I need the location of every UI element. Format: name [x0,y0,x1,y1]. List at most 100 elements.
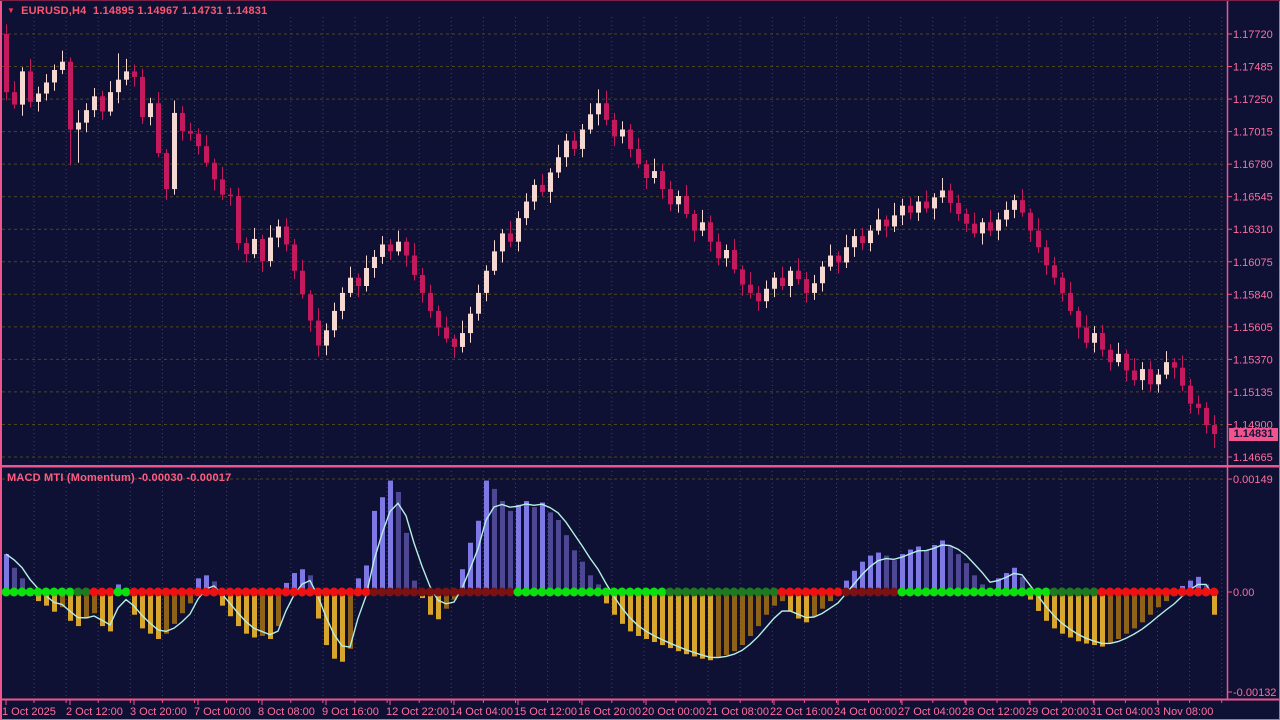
signal-dot [1201,587,1211,597]
trend-dot-row [1,587,1219,597]
macd-bar [1068,592,1073,638]
signal-dot [329,587,339,597]
signal-dot [697,587,707,597]
macd-bar [1212,592,1217,615]
signal-dot [801,587,811,597]
price-axis[interactable]: 1.17720 1.17485 1.17250 1.17015 1.16780 1.165… [1227,29,1273,464]
candle [860,236,865,244]
signal-dot [833,587,843,597]
signal-dot [793,587,803,597]
candle [172,112,177,190]
signal-dot [1121,587,1131,597]
chart-marker-icon[interactable]: ▼ [7,6,16,15]
macd-bar [292,573,297,592]
signal-dot [449,587,459,597]
signal-dot [689,587,699,597]
candle [468,313,473,334]
macd-bar [492,488,497,592]
macd-bar [644,592,649,639]
price-axis-label: 1.16545 [1233,192,1273,204]
time-axis-label: 3 Nov 08:00 [1154,706,1213,718]
signal-dot [985,587,995,597]
candle [868,230,873,244]
candlestick-series [4,24,1217,448]
candle [148,103,153,118]
candle [396,241,401,252]
macd-bar [412,580,417,592]
macd-bar [612,592,617,615]
time-axis[interactable]: 1 Oct 2025 2 Oct 12:00 3 Oct 20:00 7 Oct 00… [2,700,1223,718]
candle [588,114,593,130]
macd-bar [1092,592,1097,646]
signal-dot [89,587,99,597]
candle [964,214,969,224]
candle [108,92,113,112]
signal-dot [729,587,739,597]
signal-dot [265,587,275,597]
signal-dot [1113,587,1123,597]
candle [628,129,633,149]
indicator-axis-label: 0.00 [1233,587,1254,599]
macd-bar [852,570,857,592]
signal-dot [177,587,187,597]
candle [156,103,161,154]
macd-bar [316,592,321,619]
candle [1084,327,1089,343]
signal-dot [721,587,731,597]
signal-dot [809,587,819,597]
signal-dot [409,587,419,597]
candle [1204,407,1209,426]
signal-dot [785,587,795,597]
candle [732,250,737,270]
signal-dot [649,587,659,597]
time-axis-label: 2 Oct 12:00 [66,706,123,718]
candle [772,277,777,289]
signal-dot [161,587,171,597]
signal-dot [505,587,515,597]
candle [604,103,609,120]
signal-dot [1049,587,1059,597]
macd-bar [764,592,769,615]
signal-dot [737,587,747,597]
signal-dot [153,587,163,597]
signal-line [5,502,1215,659]
candle [92,96,97,111]
signal-dot [337,587,347,597]
macd-bar [76,592,81,627]
macd-bar [348,592,353,649]
signal-dot [1033,587,1043,597]
candle [940,190,945,198]
candle [580,129,585,149]
panel-separator[interactable] [0,465,1280,468]
macd-bar [1188,580,1193,592]
signal-dot [969,587,979,597]
signal-dot [1129,587,1139,597]
macd-bar [668,592,673,649]
candle [924,201,929,209]
candle [540,184,545,192]
indicator-label: MACD MTI (Momentum) -0.00030 -0.00017 [7,472,232,484]
macd-bar [812,592,817,617]
candle [420,274,425,293]
macd-bar [716,592,721,658]
candle [532,184,537,202]
candle [796,270,801,280]
signal-dot [57,587,67,597]
candle [908,205,913,213]
candle [780,277,785,286]
candle [876,219,881,231]
macd-bar [436,592,441,620]
macd-bar [500,501,505,592]
signal-dot [417,587,427,597]
candle [444,327,449,339]
signal-dot [249,587,259,597]
time-axis-label: 21 Oct 08:00 [706,706,769,718]
macd-bar [476,520,481,592]
time-axis-label: 24 Oct 00:00 [834,706,897,718]
candle [1060,277,1065,293]
candle [988,222,993,231]
indicator-axis[interactable]: 0.00149 0.00 -0.00132 [1227,474,1276,699]
candle [260,238,265,262]
